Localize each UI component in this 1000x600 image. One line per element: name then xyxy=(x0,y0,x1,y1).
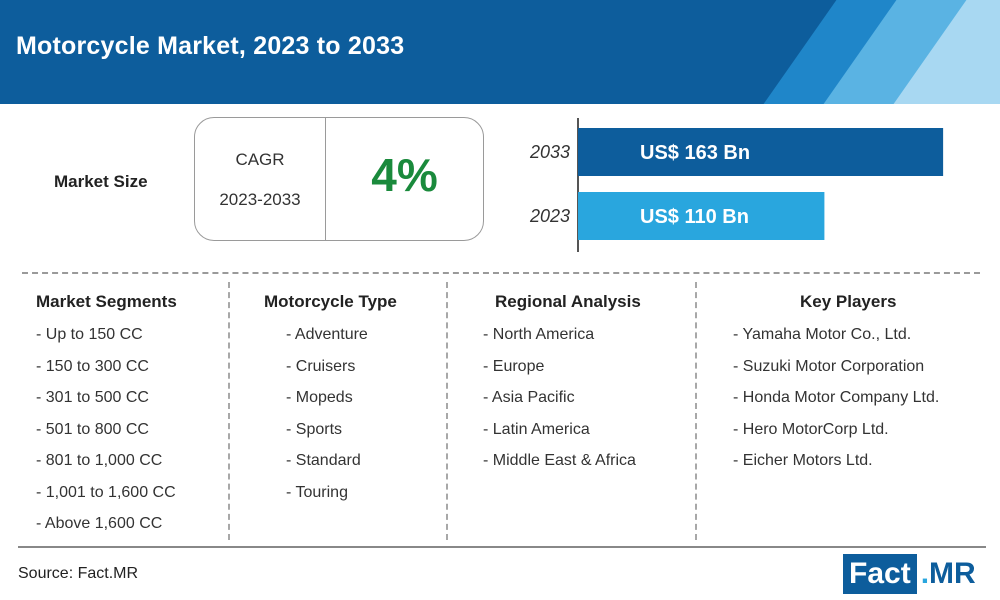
market-segments-list: - Up to 150 CC - 150 to 300 CC - 301 to 50… xyxy=(36,324,177,545)
list-item: - 1,001 to 1,600 CC xyxy=(36,483,176,501)
market-segments-column: Market Segments - Up to 150 CC - 150 to 3… xyxy=(36,292,177,545)
regional-analysis-column: Regional Analysis - North America - Europ… xyxy=(483,292,641,482)
list-item: - Cruisers xyxy=(286,357,356,375)
source-note: Source: Fact.MR xyxy=(18,565,139,582)
cagr-label: CAGR xyxy=(235,150,285,169)
category-label: 2023 xyxy=(529,206,570,226)
bar-value-label: US$ 110 Bn xyxy=(640,206,749,228)
logo-dot: . xyxy=(920,557,930,590)
list-item: - 801 to 1,000 CC xyxy=(36,452,163,469)
list-item: - Honda Motor Company Ltd. xyxy=(733,389,940,406)
list-item: - Above 1,600 CC xyxy=(36,515,163,532)
list-item: - Mopeds xyxy=(286,389,353,406)
category-label: 2033 xyxy=(529,142,570,162)
column-divider xyxy=(695,282,697,540)
list-item: - Yamaha Motor Co., Ltd. xyxy=(733,326,912,343)
header-banner: Motorcycle Market, 2023 to 2033 xyxy=(0,0,1000,104)
footer-divider xyxy=(18,546,986,548)
bar-2023 xyxy=(578,192,825,240)
list-item: - Eicher Motors Ltd. xyxy=(733,452,873,469)
column-title: Regional Analysis xyxy=(495,292,641,311)
motorcycle-type-column: Motorcycle Type - Adventure - Cruisers - M… xyxy=(264,292,397,513)
market-size-label: Market Size xyxy=(54,172,148,191)
list-item: - 150 to 300 CC xyxy=(36,357,149,375)
list-item: - Adventure xyxy=(286,326,368,343)
column-divider xyxy=(228,282,230,540)
cagr-period: 2023-2033 xyxy=(219,190,301,209)
key-players-column: Key Players - Yamaha Motor Co., Ltd. - Su… xyxy=(733,292,939,482)
fact-mr-logo: Fact .MR xyxy=(843,554,976,594)
list-item: - 301 to 500 CC xyxy=(36,389,149,406)
column-divider xyxy=(446,282,448,540)
key-players-list: - Yamaha Motor Co., Ltd. - Suzuki Motor C… xyxy=(733,324,939,482)
list-item: - Europe xyxy=(483,357,545,375)
list-item: - Up to 150 CC xyxy=(36,326,143,343)
motorcycle-type-list: - Adventure - Cruisers - Mopeds - Sports - S… xyxy=(264,324,397,513)
regional-analysis-list: - North America - Europe - Asia Pacific - L… xyxy=(483,324,641,482)
cagr-divider xyxy=(325,118,326,240)
list-item: - Middle East & Africa xyxy=(483,452,636,469)
list-item: - Latin America xyxy=(483,420,590,438)
bar-2033 xyxy=(578,128,944,176)
list-item: - Suzuki Motor Corporation xyxy=(733,357,925,375)
section-divider xyxy=(22,272,980,274)
list-item: - Sports xyxy=(286,420,343,438)
logo-mr: MR xyxy=(929,557,976,590)
cagr-value: 4% xyxy=(371,149,438,201)
column-title: Market Segments xyxy=(36,292,177,311)
page-title: Motorcycle Market, 2023 to 2033 xyxy=(16,32,405,60)
list-item: - 501 to 800 CC xyxy=(36,420,149,438)
list-item: - Asia Pacific xyxy=(483,389,575,406)
logo-fact-text: Fact xyxy=(843,554,917,594)
logo-mr-text: .MR xyxy=(917,554,976,594)
market-size-bar-chart: 2033 US$ 163 Bn 2023 US$ 110 Bn xyxy=(529,118,944,252)
list-item: - Touring xyxy=(286,483,348,501)
list-item: - Standard xyxy=(286,452,361,469)
column-title: Key Players xyxy=(800,292,897,311)
list-item: - North America xyxy=(483,326,595,343)
cagr-box: CAGR 2023-2033 4% xyxy=(194,117,484,241)
column-title: Motorcycle Type xyxy=(264,292,397,311)
bar-value-label: US$ 163 Bn xyxy=(640,142,750,164)
list-item: - Hero MotorCorp Ltd. xyxy=(733,420,889,438)
